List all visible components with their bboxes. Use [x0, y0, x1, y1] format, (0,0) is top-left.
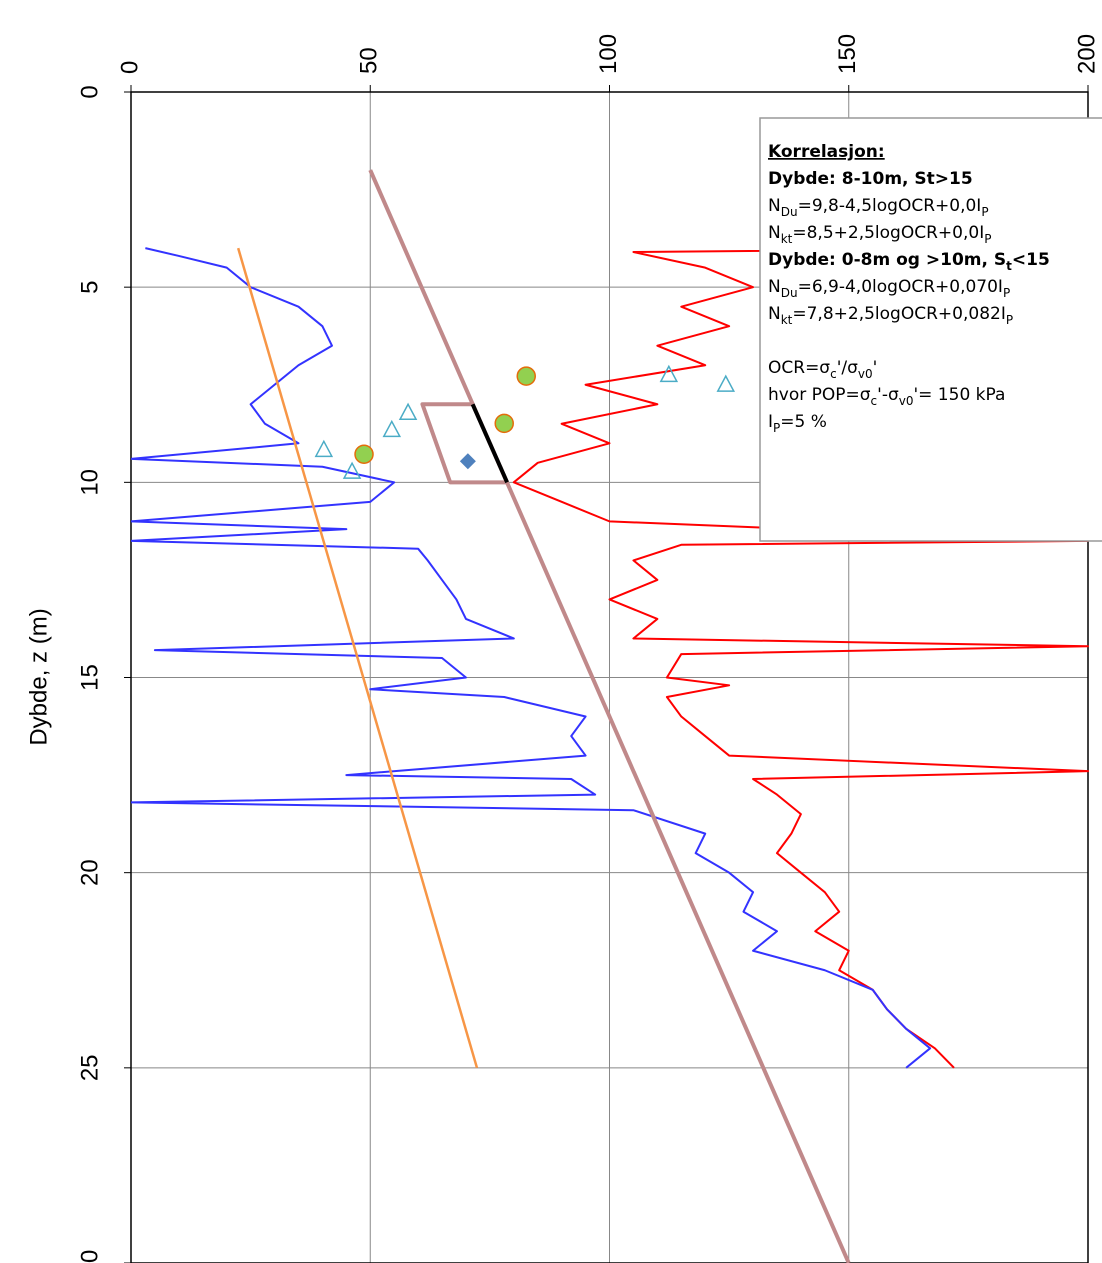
annotation-text: =8,5+2,5logOCR+0,0I [792, 223, 984, 243]
profile-line [368, 169, 851, 1263]
y-tick-label: 30 [76, 1250, 103, 1263]
annotation-text: N [768, 196, 781, 216]
marker-circle [354, 444, 374, 464]
y-tick-label: 25 [76, 1054, 103, 1081]
annotation-text: N [768, 304, 781, 324]
annotation-text: Dybde: 8-10m, St>15 [768, 169, 973, 189]
annotation-subscript: P [1006, 313, 1013, 327]
y-tick-label: 15 [76, 664, 103, 691]
annotation-subscript: Du [781, 286, 798, 300]
x-tick-label: 50 [356, 47, 383, 74]
annotation-subscript: kt [781, 313, 793, 327]
y-tick-label: 10 [76, 469, 103, 496]
annotation-subscript: v0 [899, 394, 914, 408]
annotation-line: Korrelasjon: [768, 142, 885, 162]
annotation-line: NDu=6,9-4,0logOCR+0,070IP [768, 277, 1010, 300]
annotation-text: N [768, 223, 781, 243]
plot-area [131, 169, 1089, 1263]
marker-circle [516, 366, 536, 386]
annotation-subscript: t [1006, 259, 1012, 273]
annotation-line: NDu=9,8-4,5logOCR+0,0IP [768, 196, 989, 219]
y-tick-label: 0 [76, 85, 103, 98]
annotation-subscript: P [773, 421, 780, 435]
marker-triangle [314, 439, 334, 458]
annotation-text: N [768, 277, 781, 297]
annotation-text: '/σ [837, 358, 858, 378]
profile-line [131, 247, 932, 1069]
annotation-subscript: c [830, 367, 837, 381]
profile-line [470, 403, 509, 484]
marker-triangle [382, 419, 402, 438]
annotation-subscript: P [981, 205, 988, 219]
annotation-text: =9,8-4,5logOCR+0,0I [798, 196, 982, 216]
annotation-text: Dybde: 0-8m og >10m, S [768, 250, 1006, 270]
annotation-text: '= 150 kPa [913, 385, 1005, 405]
annotation-line: IP=5 % [768, 412, 827, 435]
annotation-subscript: v0 [858, 367, 873, 381]
profile-line [512, 247, 1089, 1069]
annotation-text: =6,9-4,0logOCR+0,070I [798, 277, 1003, 297]
annotation-text: =7,8+2,5logOCR+0,082I [792, 304, 1005, 324]
marker-circle [494, 413, 514, 434]
x-tick-label: 0 [116, 61, 143, 74]
annotation-subscript: c [871, 394, 878, 408]
x-tick-label: 100 [595, 34, 622, 74]
annotation-box [759, 117, 1102, 542]
profile-line [420, 402, 508, 485]
profile-line [236, 247, 479, 1069]
annotation-line: Dybde: 0-8m og >10m, St<15 [768, 250, 1050, 273]
annotation-text: <15 [1012, 250, 1050, 270]
annotation-text: Korrelasjon: [768, 142, 885, 162]
annotation-line: Nkt=7,8+2,5logOCR+0,082IP [768, 304, 1013, 327]
marker-triangle [716, 374, 736, 392]
annotation-line: Dybde: 8-10m, St>15 [768, 169, 973, 189]
annotation-line: Nkt=8,5+2,5logOCR+0,0IP [768, 223, 991, 246]
annotation-text: =5 % [780, 412, 827, 432]
annotation-text: ' [873, 358, 878, 378]
annotation-subscript: P [984, 232, 991, 246]
marker-diamond [459, 453, 476, 470]
x-tick-label: 200 [1073, 34, 1100, 74]
marker-triangle [398, 402, 418, 420]
annotation-subscript: Du [781, 205, 798, 219]
marker-triangle [342, 461, 362, 479]
annotation-text: hvor POP=σ [768, 385, 871, 405]
y-axis-label: Dybde, z (m) [25, 608, 52, 745]
annotation-text: OCR=σ [768, 358, 830, 378]
annotation-subscript: P [1003, 286, 1010, 300]
y-tick-label: 20 [76, 859, 103, 886]
x-tick-label: 150 [834, 34, 861, 74]
marker-triangle [659, 364, 679, 383]
annotation-text: '-σ [877, 385, 899, 405]
plot-frame [130, 91, 1089, 1263]
annotation-line: hvor POP=σc'-σv0'= 150 kPa [768, 385, 1005, 408]
y-tick-label: 5 [76, 280, 103, 293]
annotation-line: OCR=σc'/σv0' [768, 358, 877, 381]
annotation-text: I [768, 412, 773, 432]
annotation-subscript: kt [781, 232, 793, 246]
